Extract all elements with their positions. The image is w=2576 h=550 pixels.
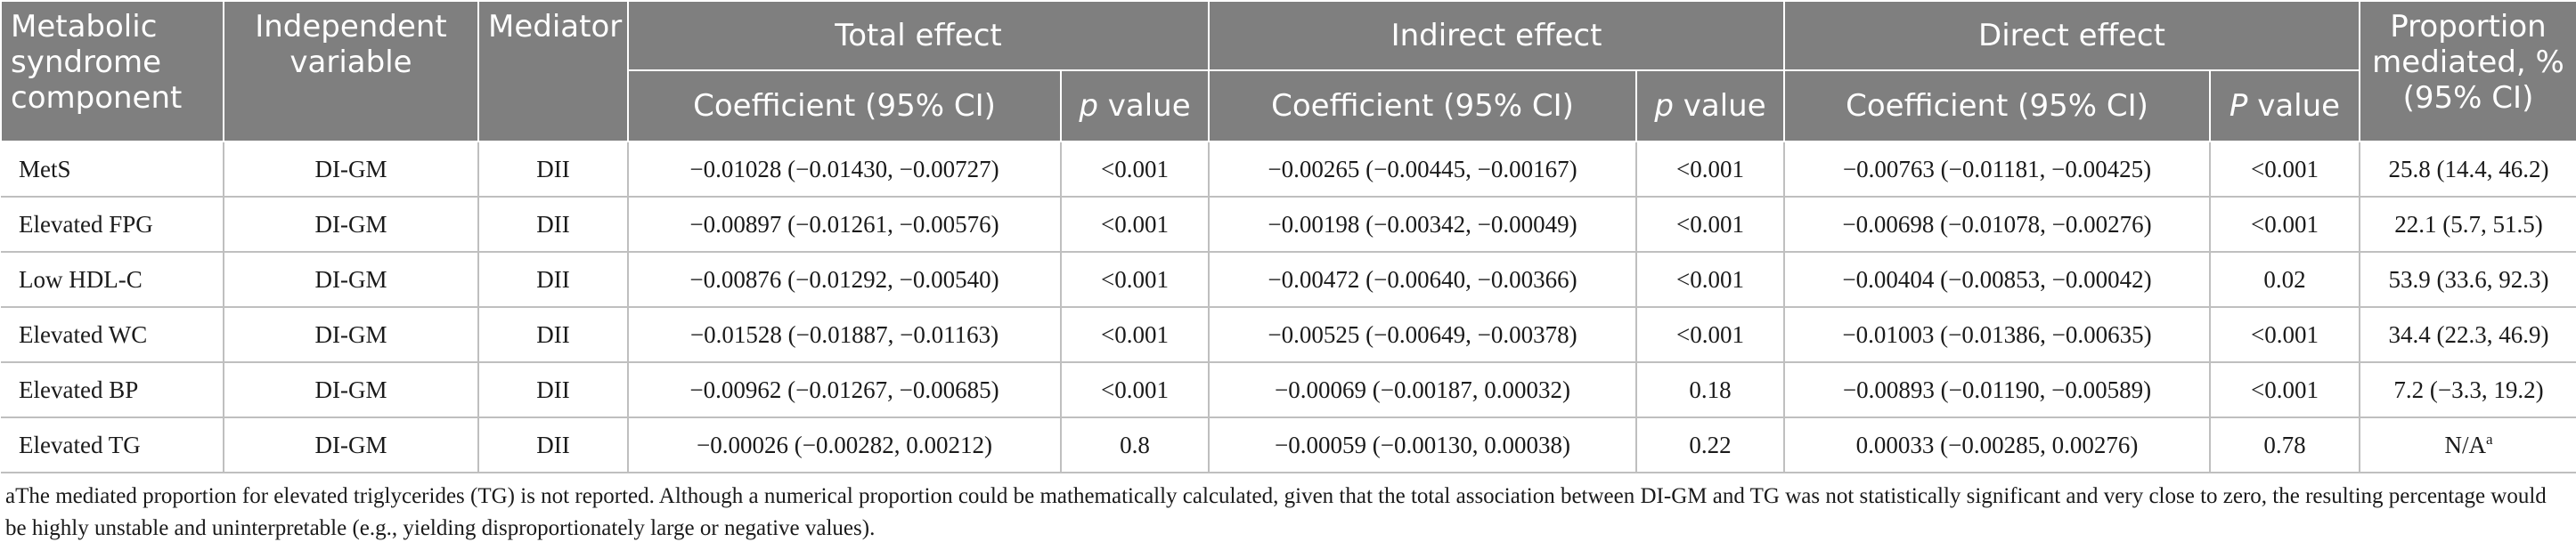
cell-independent: DI-GM <box>223 252 478 308</box>
header-component: Metabolic syndrome component <box>0 0 224 142</box>
cell-independent: DI-GM <box>223 197 478 253</box>
cell-proportion: 34.4 (22.3, 46.9) <box>2359 307 2576 363</box>
mediation-table: Metabolic syndrome component Independent… <box>0 0 2576 473</box>
cell-mediator: DII <box>477 362 628 418</box>
cell-total-p: <0.001 <box>1060 197 1209 253</box>
table-row: Elevated BP DI-GM DII −0.00962 (−0.01267… <box>1 362 2576 418</box>
cell-mediator: DII <box>477 417 628 473</box>
cell-total-p: <0.001 <box>1060 307 1209 363</box>
cell-indirect-coef: −0.00265 (−0.00445, −0.00167) <box>1208 142 1636 198</box>
footnote-marker: a <box>5 484 16 508</box>
table-footnote: aThe mediated proportion for elevated tr… <box>5 481 2566 545</box>
cell-total-p: <0.001 <box>1060 142 1209 198</box>
cell-total-coef: −0.00962 (−0.01267, −0.00685) <box>627 362 1061 418</box>
cell-proportion: 7.2 (−3.3, 19.2) <box>2359 362 2576 418</box>
cell-total-p: <0.001 <box>1060 362 1209 418</box>
header-total-coefficient: Coefficient (95% CI) <box>627 69 1062 142</box>
header-direct-coefficient: Coefficient (95% CI) <box>1783 69 2211 142</box>
cell-total-coef: −0.01028 (−0.01430, −0.00727) <box>627 142 1061 198</box>
cell-direct-p: <0.001 <box>2209 142 2360 198</box>
cell-component: MetS <box>1 142 224 198</box>
table-row: Low HDL-C DI-GM DII −0.00876 (−0.01292, … <box>1 252 2576 308</box>
cell-direct-p: 0.78 <box>2209 417 2360 473</box>
cell-indirect-p: <0.001 <box>1635 307 1784 363</box>
cell-component: Elevated BP <box>1 362 224 418</box>
cell-direct-coef: −0.01003 (−0.01386, −0.00635) <box>1783 307 2210 363</box>
cell-proportion: 22.1 (5.7, 51.5) <box>2359 197 2576 253</box>
cell-total-coef: −0.00026 (−0.00282, 0.00212) <box>627 417 1061 473</box>
cell-independent: DI-GM <box>223 362 478 418</box>
cell-direct-p: 0.02 <box>2209 252 2360 308</box>
header-direct-p-value: P value <box>2209 69 2360 142</box>
cell-mediator: DII <box>477 252 628 308</box>
header-independent-variable: Independent variable <box>223 0 479 142</box>
cell-direct-p: <0.001 <box>2209 197 2360 253</box>
cell-indirect-p: 0.22 <box>1635 417 1784 473</box>
cell-direct-coef: −0.00893 (−0.01190, −0.00589) <box>1783 362 2210 418</box>
header-indirect-effect: Indirect effect <box>1208 0 1785 71</box>
header-direct-effect: Direct effect <box>1783 0 2360 71</box>
cell-direct-p: <0.001 <box>2209 307 2360 363</box>
cell-mediator: DII <box>477 307 628 363</box>
cell-indirect-p: <0.001 <box>1635 197 1784 253</box>
cell-indirect-p: <0.001 <box>1635 252 1784 308</box>
cell-indirect-p: <0.001 <box>1635 142 1784 198</box>
cell-independent: DI-GM <box>223 307 478 363</box>
cell-proportion: N/Aa <box>2359 417 2576 473</box>
cell-total-p: 0.8 <box>1060 417 1209 473</box>
cell-component: Elevated WC <box>1 307 224 363</box>
footnote-text: The mediated proportion for elevated tri… <box>5 484 2547 540</box>
cell-direct-coef: −0.00698 (−0.01078, −0.00276) <box>1783 197 2210 253</box>
cell-direct-p: <0.001 <box>2209 362 2360 418</box>
cell-total-coef: −0.00897 (−0.01261, −0.00576) <box>627 197 1061 253</box>
cell-indirect-coef: −0.00069 (−0.00187, 0.00032) <box>1208 362 1636 418</box>
cell-total-p: <0.001 <box>1060 252 1209 308</box>
cell-direct-coef: 0.00033 (−0.00285, 0.00276) <box>1783 417 2210 473</box>
table-row: Elevated TG DI-GM DII −0.00026 (−0.00282… <box>1 417 2576 473</box>
cell-mediator: DII <box>477 142 628 198</box>
header-indirect-p-value: p value <box>1635 69 1785 142</box>
mediation-table-container: Metabolic syndrome component Independent… <box>0 0 2576 473</box>
cell-mediator: DII <box>477 197 628 253</box>
cell-component: Low HDL-C <box>1 252 224 308</box>
cell-proportion: 25.8 (14.4, 46.2) <box>2359 142 2576 198</box>
cell-independent: DI-GM <box>223 142 478 198</box>
cell-proportion: 53.9 (33.6, 92.3) <box>2359 252 2576 308</box>
table-row: Elevated WC DI-GM DII −0.01528 (−0.01887… <box>1 307 2576 363</box>
header-indirect-coefficient: Coefficient (95% CI) <box>1208 69 1637 142</box>
cell-indirect-coef: −0.00525 (−0.00649, −0.00378) <box>1208 307 1636 363</box>
cell-direct-coef: −0.00763 (−0.01181, −0.00425) <box>1783 142 2210 198</box>
header-proportion-mediated: Proportion mediated, % (95% CI) <box>2359 0 2576 142</box>
cell-direct-coef: −0.00404 (−0.00853, −0.00042) <box>1783 252 2210 308</box>
cell-component: Elevated TG <box>1 417 224 473</box>
cell-indirect-p: 0.18 <box>1635 362 1784 418</box>
header-total-p-value: p value <box>1060 69 1210 142</box>
cell-total-coef: −0.01528 (−0.01887, −0.01163) <box>627 307 1061 363</box>
cell-total-coef: −0.00876 (−0.01292, −0.00540) <box>627 252 1061 308</box>
cell-independent: DI-GM <box>223 417 478 473</box>
header-mediator: Mediator <box>477 0 629 142</box>
header-total-effect: Total effect <box>627 0 1210 71</box>
cell-component: Elevated FPG <box>1 197 224 253</box>
cell-indirect-coef: −0.00198 (−0.00342, −0.00049) <box>1208 197 1636 253</box>
cell-indirect-coef: −0.00059 (−0.00130, 0.00038) <box>1208 417 1636 473</box>
cell-indirect-coef: −0.00472 (−0.00640, −0.00366) <box>1208 252 1636 308</box>
table-row: Elevated FPG DI-GM DII −0.00897 (−0.0126… <box>1 197 2576 253</box>
table-row: MetS DI-GM DII −0.01028 (−0.01430, −0.00… <box>1 142 2576 198</box>
